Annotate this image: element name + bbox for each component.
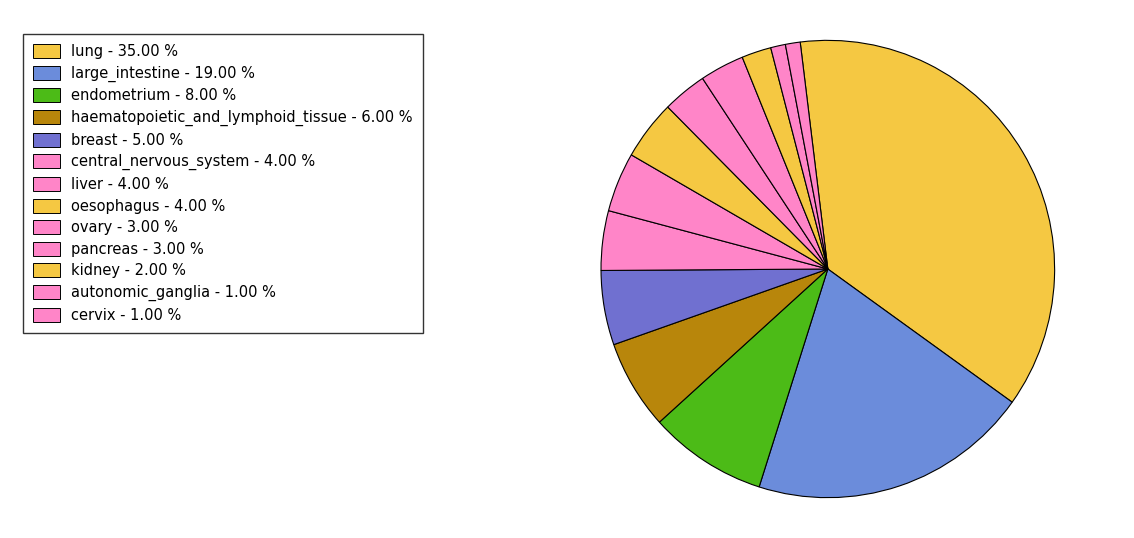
Wedge shape	[668, 79, 828, 269]
Legend: lung - 35.00 %, large_intestine - 19.00 %, endometrium - 8.00 %, haematopoietic_: lung - 35.00 %, large_intestine - 19.00 …	[24, 34, 423, 332]
Wedge shape	[613, 269, 828, 422]
Wedge shape	[659, 269, 828, 487]
Wedge shape	[609, 155, 828, 269]
Wedge shape	[703, 57, 828, 269]
Wedge shape	[632, 107, 828, 269]
Wedge shape	[601, 269, 828, 345]
Wedge shape	[743, 48, 828, 269]
Wedge shape	[601, 211, 828, 271]
Wedge shape	[801, 40, 1055, 402]
Wedge shape	[759, 269, 1013, 498]
Wedge shape	[771, 45, 828, 269]
Wedge shape	[786, 42, 828, 269]
